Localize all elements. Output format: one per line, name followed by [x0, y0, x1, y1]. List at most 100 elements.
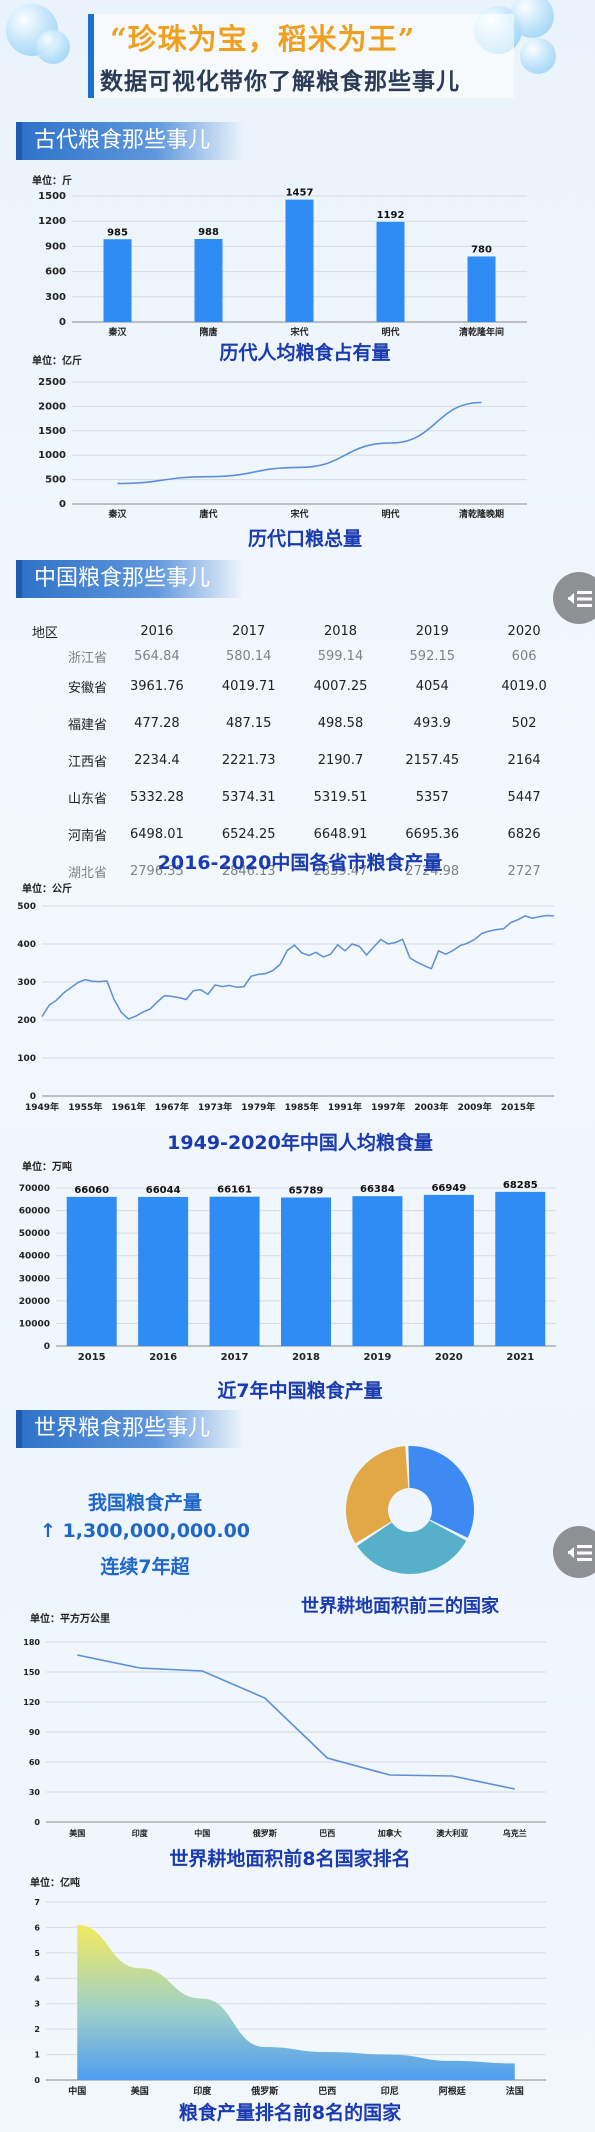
c2-y-tick: 1000: [38, 450, 66, 461]
table-cell: 580.14: [225, 649, 272, 664]
c5-bar: [423, 1194, 474, 1346]
c4-x-tick: 2003年: [414, 1101, 448, 1113]
chart-top8-grain-output: 0 1 2 3 4 5 6 7 中国 美国 印度 俄罗斯 巴西 印尼 阿根廷 法国: [34, 1898, 546, 2097]
c2-x-tick: 秦汉: [107, 508, 127, 520]
c1-y-tick: 300: [45, 292, 66, 303]
chart8-caption: 粮食产量排名前8名的国家: [178, 2102, 402, 2124]
c8-x-tick: 巴西: [318, 2086, 336, 2097]
c2-y-tick: 500: [45, 475, 66, 486]
table-cell: 5374.31: [221, 790, 276, 805]
table-row: 河南省 6498.01 6524.25 6648.91 6695.36 6826: [30, 816, 570, 853]
section-title-china: 中国粮食那些事儿: [16, 560, 244, 598]
c7-x-tick: 巴西: [319, 1829, 335, 1838]
stat-value: 1,300,000,000.00: [62, 1520, 251, 1542]
c2-y-tick: 1500: [38, 426, 66, 437]
c1-x-tick: 秦汉: [107, 326, 127, 338]
table-cell: 2724.98: [405, 864, 460, 879]
c8-y-tick: 6: [34, 1923, 40, 1932]
c4-series-line: [41, 914, 555, 1020]
c8-y-tick: 0: [34, 2076, 40, 2085]
list-icon: [568, 1543, 592, 1567]
c5-y-tick: 0: [44, 1342, 50, 1352]
c5-y-tick: 50000: [19, 1229, 50, 1239]
c1-x-tick: 隋唐: [199, 326, 217, 338]
c4-x-tick: 2015年: [501, 1101, 535, 1113]
c8-x-tick: 阿根廷: [439, 2085, 467, 2097]
c4-y-tick: 300: [17, 978, 36, 988]
table-cell: 山东省: [68, 792, 108, 807]
table-cell: 浙江省: [68, 651, 108, 666]
chart4-caption: 1949-2020年中国人均粮食量: [167, 1132, 433, 1154]
header-panel: [88, 14, 514, 98]
c7-x-tick: 美国: [69, 1828, 85, 1838]
table-cell: 2796.35: [130, 864, 184, 879]
c5-x-tick: 2016: [149, 1352, 177, 1363]
c5-data-label: 66384: [360, 1184, 395, 1195]
c8-area: [77, 1924, 515, 2080]
chart2-unit: 单位：亿斤: [32, 356, 82, 367]
menu-toggle-button[interactable]: [553, 572, 595, 624]
c2-x-tick: 明代: [381, 508, 399, 520]
table-cell: 江西省: [68, 755, 108, 770]
table-cell: 498.58: [317, 716, 364, 731]
c1-x-tick: 清乾隆年间: [459, 326, 504, 338]
c2-x-tick: 清乾隆晚期: [459, 508, 504, 520]
c1-y-tick: 1200: [38, 216, 66, 227]
c7-y-tick: 30: [29, 1788, 41, 1797]
c7-y-tick: 0: [34, 1818, 40, 1827]
table-cell: 2164: [507, 753, 541, 768]
chart4-unit: 单位：公斤: [22, 884, 72, 895]
c8-x-tick: 美国: [131, 2085, 149, 2097]
table-row: 江西省 2234.4 2221.73 2190.7 2157.45 2164: [30, 742, 570, 779]
c4-x-tick: 1967年: [155, 1101, 189, 1113]
c6-slice: [345, 1446, 409, 1544]
table-row: 浙江省 564.84 580.14 599.14 592.15 606: [30, 645, 570, 668]
c4-x-tick: 1979年: [241, 1101, 275, 1113]
c5-x-tick: 2015: [78, 1352, 106, 1363]
c1-bar: [103, 239, 132, 322]
c7-y-tick: 150: [23, 1668, 40, 1677]
c5-bar: [495, 1191, 546, 1346]
table-header-cell: 地区: [32, 626, 59, 641]
arrow-up-icon: ↑: [39, 1520, 56, 1542]
c7-y-tick: 90: [29, 1728, 41, 1737]
c5-x-tick: 2020: [435, 1352, 463, 1363]
c8-x-tick: 俄罗斯: [250, 2085, 278, 2097]
c1-x-tick: 宋代: [289, 326, 308, 338]
table-cell: 487.15: [225, 716, 272, 731]
table-cell: 2221.73: [221, 753, 276, 768]
chart5-caption: 近7年中国粮食产量: [217, 1380, 383, 1402]
c2-y-tick: 2500: [38, 377, 66, 388]
c1-data-label: 780: [471, 244, 492, 255]
c7-x-tick: 印度: [132, 1828, 149, 1838]
chart-top3-arable-donut: [345, 1445, 475, 1574]
c7-x-tick: 俄罗斯: [252, 1828, 277, 1838]
table-cell: 564.84: [134, 649, 180, 664]
c4-x-tick: 1997年: [371, 1101, 405, 1113]
section-title-ancient: 古代粮食那些事儿: [16, 122, 244, 160]
table-cell: 4019.0: [501, 679, 547, 694]
stat-label: 我国粮食产量: [87, 1492, 202, 1514]
c5-data-label: 66949: [431, 1183, 466, 1194]
decor-bubble: [520, 38, 556, 74]
menu-toggle-button-2[interactable]: [553, 1526, 595, 1578]
chart-ration-total-ancient: 0 500 1000 1500 2000 2500 秦汉 唐代 宋代 明代 清乾隆晚期: [38, 377, 527, 520]
table-cell: 2727: [507, 864, 541, 879]
c7-series-line: [77, 1654, 515, 1790]
chart1-caption: 历代人均粮食占有量: [219, 342, 391, 364]
table-cell: 606: [511, 649, 537, 664]
c5-bar: [66, 1196, 117, 1346]
province-grain-table[interactable]: 地区 2016 2017 2018 2019 2020 浙江省 564.84 580.14 599…: [30, 618, 570, 890]
c1-data-label: 988: [198, 227, 219, 238]
c5-y-tick: 30000: [19, 1274, 50, 1284]
table-cell: 2839.47: [313, 864, 368, 879]
c1-bar: [376, 221, 405, 322]
c7-y-tick: 60: [29, 1758, 41, 1767]
c5-data-label: 66044: [146, 1185, 181, 1196]
table-row: 福建省 477.28 487.15 498.58 493.9 502: [30, 705, 570, 742]
table-cell: 湖北省: [68, 866, 108, 881]
c1-y-tick: 0: [59, 317, 66, 328]
c5-bar: [281, 1197, 331, 1346]
c5-y-tick: 10000: [19, 1319, 50, 1329]
c7-x-tick: 加拿大: [377, 1828, 402, 1838]
